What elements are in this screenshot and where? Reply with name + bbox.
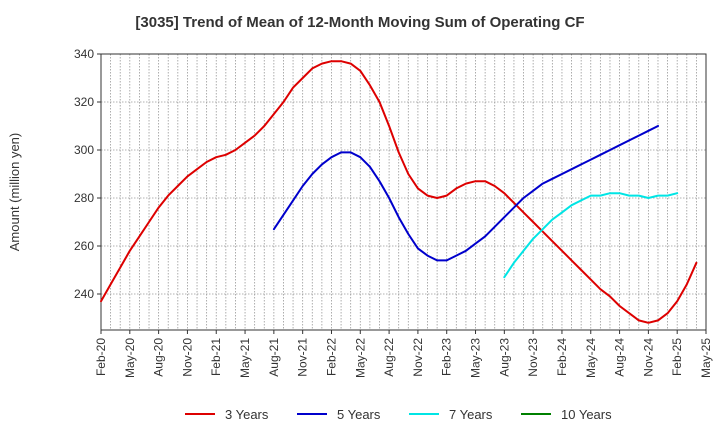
x-tick-label: Aug-21	[267, 338, 281, 377]
y-tick-label: 300	[74, 143, 94, 157]
x-tick-label: Nov-20	[180, 338, 194, 377]
legend: 3 Years 5 Years 7 Years 10 Years	[185, 407, 612, 422]
plot-area	[100, 53, 707, 331]
x-tick-label: Feb-20	[94, 338, 108, 376]
x-tick-label: Feb-24	[555, 338, 569, 376]
x-tick-label: Aug-22	[382, 338, 396, 377]
y-tick-label: 320	[74, 95, 94, 109]
x-tick-label: Nov-23	[526, 338, 540, 377]
x-tick-label: Feb-23	[440, 338, 454, 376]
x-tick-label: Feb-25	[670, 338, 684, 376]
series-line-7-years	[503, 192, 679, 279]
x-tick-label: Aug-20	[152, 338, 166, 377]
x-tick-label: May-20	[123, 338, 137, 378]
legend-label-5-years: 5 Years	[337, 407, 381, 422]
x-tick-label: May-21	[238, 338, 252, 378]
grid	[101, 53, 706, 330]
y-tick-label: 240	[74, 287, 94, 301]
x-tick-label: May-25	[699, 338, 713, 378]
x-tick-label: Aug-24	[613, 338, 627, 377]
x-tick-label: May-24	[584, 338, 598, 378]
legend-label-10-years: 10 Years	[561, 407, 612, 422]
x-tick-label: Nov-22	[411, 338, 425, 377]
x-axis: Feb-20 May-20 Aug-20 Nov-20 Feb-21 May-21 Aug-…	[94, 330, 713, 378]
x-tick-label: Aug-23	[497, 338, 511, 377]
y-tick-label: 340	[74, 47, 94, 61]
y-axis: 240 260 280 300 320 340	[74, 47, 101, 301]
x-tick-label: Nov-21	[296, 338, 310, 377]
series-line-3-years	[100, 60, 698, 324]
chart-title: [3035] Trend of Mean of 12-Month Moving …	[135, 14, 584, 31]
y-axis-label: Amount (million yen)	[7, 133, 22, 252]
legend-label-7-years: 7 Years	[449, 407, 493, 422]
x-tick-label: May-23	[469, 338, 483, 378]
series-lines	[100, 60, 698, 324]
x-tick-label: Feb-22	[324, 338, 338, 376]
y-tick-label: 280	[74, 191, 94, 205]
x-tick-label: Nov-24	[641, 338, 655, 377]
x-tick-label: May-22	[353, 338, 367, 378]
series-line-5-years	[272, 125, 659, 262]
x-tick-label: Feb-21	[209, 338, 223, 376]
legend-label-3-years: 3 Years	[225, 407, 269, 422]
y-tick-label: 260	[74, 239, 94, 253]
